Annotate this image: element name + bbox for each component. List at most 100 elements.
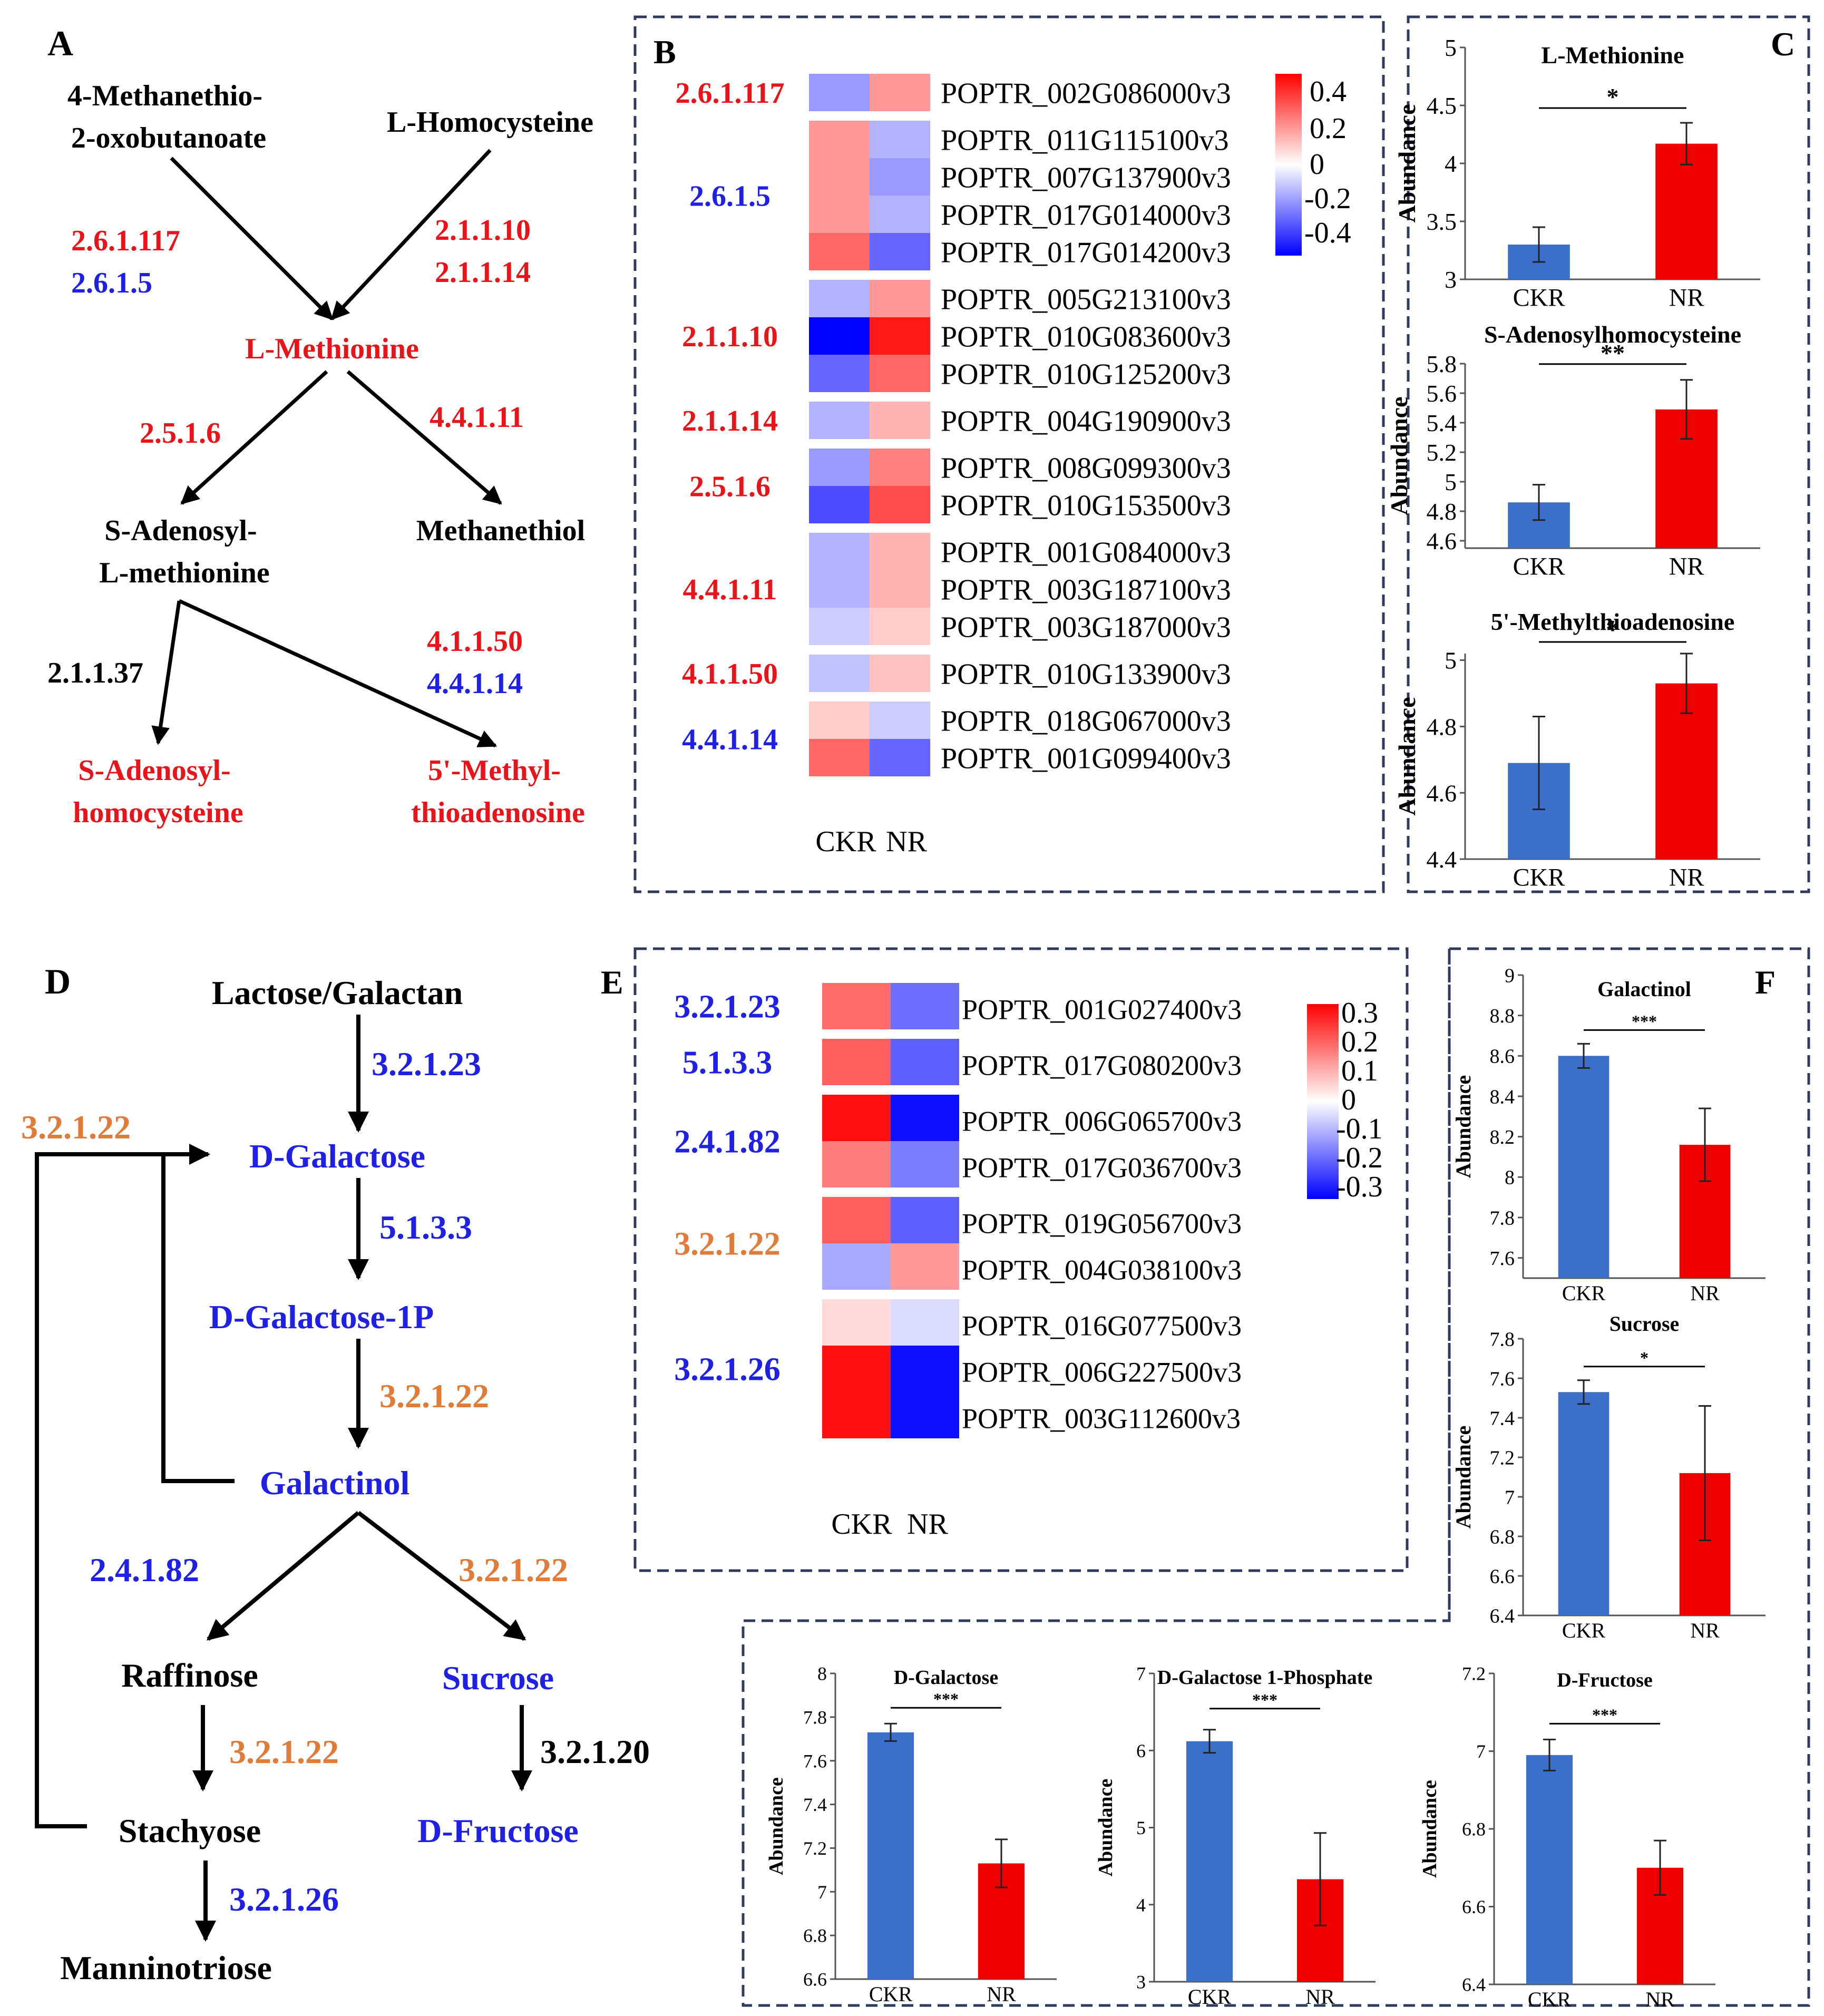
panel-b-label: B	[653, 33, 676, 71]
chartsC-1-sig-label: **	[1601, 339, 1625, 366]
chartsF-0-tick-label: 8.2	[1490, 1126, 1515, 1148]
heatE-cell-3-1-0	[822, 1243, 891, 1290]
arrow-d-5	[357, 1511, 526, 1641]
heatE-cell-1-0-0	[822, 1039, 891, 1085]
panel-c-bar-charts: C 3 3.5 4 4.5 5 Abundance L-Methionine CKR NR * 4.…	[1386, 25, 1795, 891]
node-d-sucrose: Sucrose	[442, 1659, 554, 1697]
heatmap-e-col-nr: NR	[907, 1508, 948, 1541]
chartsF-1-tick-label: 7	[1505, 1486, 1515, 1508]
heatB-gene-label: POPTR_003G187000v3	[941, 611, 1231, 644]
chartsG-2-tick-label: 7	[1476, 1741, 1486, 1762]
ec-a-2-6-1-117: 2.6.1.117	[71, 225, 180, 257]
chartsG-2-title: D-Fructose	[1557, 1669, 1652, 1691]
arrow-a-1	[170, 157, 334, 320]
heatE-ec-label: 3.2.1.22	[674, 1226, 781, 1262]
heatB-ec-label: 2.5.1.6	[689, 471, 770, 503]
arrow-a-4	[346, 370, 502, 505]
chartsG-1-tick-label: 7	[1136, 1663, 1146, 1684]
colorbar-e-tick-4: -0.1	[1336, 1113, 1383, 1145]
heatB-cell-5-0-0	[809, 533, 870, 570]
heatB-gene-label: POPTR_005G213100v3	[941, 283, 1231, 316]
chartsG-2-sig-label: ***	[1592, 1705, 1617, 1724]
heatB-gene-label: POPTR_008G099300v3	[941, 452, 1231, 484]
heatB-ec-label: 2.6.1.117	[676, 77, 785, 110]
heatE-cell-3-0-1	[891, 1197, 959, 1243]
heatB-cell-7-0-0	[809, 702, 870, 739]
node-d-raffinose: Raffinose	[121, 1657, 258, 1694]
heatB-gene-label: POPTR_017G014000v3	[941, 199, 1231, 231]
chartsF-1-tick-label: 7.6	[1490, 1368, 1515, 1390]
heatE-gene-label: POPTR_016G077500v3	[962, 1310, 1242, 1342]
ec-a-2-6-1-5: 2.6.1.5	[71, 267, 152, 299]
heatE-cell-4-0-1	[891, 1299, 959, 1346]
heatB-ec-label: 4.1.1.50	[682, 658, 778, 690]
heatmap-b-col-ckr: CKR	[815, 825, 876, 858]
heatB-cell-2-2-1	[870, 355, 930, 392]
ec-d-3-2-1-22-loop: 3.2.1.22	[21, 1108, 131, 1146]
heatB-cell-5-2-1	[870, 608, 930, 645]
heatB-ec-label: 2.1.1.14	[682, 405, 778, 437]
chartsG-0-tick-label: 6.8	[803, 1925, 827, 1946]
chartsG-2-tick-label: 6.8	[1462, 1819, 1486, 1840]
heatB-cell-5-2-0	[809, 608, 870, 645]
heatmap-b-col-nr: NR	[886, 825, 927, 858]
chartsG-1-ylabel: Abundance	[1095, 1779, 1117, 1877]
colorbar-e-tick-1: 0.2	[1341, 1026, 1378, 1058]
heatB-gene-label: POPTR_004G190900v3	[941, 405, 1231, 437]
node-d-lactose-galactan: Lactose/Galactan	[212, 974, 463, 1011]
heatB-cell-7-1-0	[809, 739, 870, 776]
heatB-gene-label: POPTR_001G099400v3	[941, 742, 1231, 775]
chartsF-1-tick-label: 6.4	[1490, 1605, 1515, 1627]
heatB-cell-6-0-1	[870, 655, 930, 692]
heatB-ec-label: 2.1.1.10	[682, 320, 778, 353]
ec-d-5-1-3-3: 5.1.3.3	[379, 1209, 472, 1246]
chartsF-0-tick-label: 8.8	[1490, 1005, 1515, 1027]
heatE-cell-4-1-1	[891, 1346, 959, 1392]
arrow-a-5	[151, 600, 181, 745]
chartsC-0-title: L-Methionine	[1542, 42, 1684, 69]
heatB-cell-7-1-1	[870, 739, 930, 776]
heatE-cell-0-0-0	[822, 983, 891, 1029]
heatB-gene-label: POPTR_007G137900v3	[941, 161, 1231, 194]
panel-f-label: F	[1755, 963, 1776, 1001]
chartsC-2-tick-label: 4.6	[1427, 780, 1457, 806]
heatB-ec-label: 2.6.1.5	[689, 180, 770, 213]
chartsC-2-tick-label: 5	[1445, 647, 1457, 674]
heatB-cell-1-0-0	[809, 121, 870, 158]
chartsF-0-tick-label: 8.4	[1490, 1086, 1515, 1108]
chartsC-0-ylabel: Abundance	[1393, 104, 1420, 223]
chartsG-1-category-label: NR	[1305, 1985, 1335, 2009]
heatmap-e: POPTR_001G027400v3 3.2.1.23 POPTR_017G0802…	[674, 983, 1242, 1438]
chartsG-2-ylabel: Abundance	[1419, 1780, 1441, 1878]
chartsG-1-tick-label: 5	[1136, 1817, 1146, 1838]
heatB-cell-1-1-1	[870, 158, 930, 196]
chartsF-1-bar-ckr	[1558, 1392, 1610, 1615]
chartsC-1-tick-label: 5	[1445, 469, 1457, 495]
charts-c: 3 3.5 4 4.5 5 Abundance L-Methionine CKR NR * 4.6 4…	[1386, 34, 1760, 891]
colorbar-e-tick-2: 0.1	[1341, 1055, 1378, 1087]
colorbar-b-tick-2: 0	[1310, 148, 1324, 181]
heatB-cell-2-0-1	[870, 280, 930, 317]
heatE-cell-4-1-0	[822, 1346, 891, 1392]
chartsG-0-tick-label: 6.6	[803, 1969, 827, 1990]
colorbar-e-tick-5: -0.2	[1336, 1142, 1383, 1174]
heatB-gene-label: POPTR_010G133900v3	[941, 658, 1231, 690]
panel-a-methionine-pathway: A 4-Methanethio- 2-oxobutanoate L-Homocy…	[47, 23, 593, 829]
heatB-cell-4-0-0	[809, 449, 870, 486]
node-a-l-homocysteine: L-Homocysteine	[387, 106, 593, 139]
chartsF-0-bar-ckr	[1558, 1056, 1610, 1278]
heatB-cell-1-2-1	[870, 196, 930, 233]
chartsF-0-tick-label: 9	[1505, 965, 1515, 987]
colorbar-e-tick-0: 0.3	[1341, 997, 1378, 1029]
panel-f-bar-charts: F 7.6 7.8 8 8.2 8.4 8.6 8.8 9 Abundance Galactino…	[1451, 963, 1776, 1642]
chartsG-0-tick-label: 7.8	[803, 1707, 827, 1728]
arrow-d-4	[206, 1511, 360, 1641]
heatB-gene-label: POPTR_003G187100v3	[941, 573, 1231, 606]
chartsC-1-title: S-Adenosylhomocysteine	[1484, 321, 1741, 348]
heatB-cell-3-0-0	[809, 402, 870, 439]
heatE-cell-2-1-0	[822, 1141, 891, 1187]
chartsC-0-tick-label: 3	[1445, 266, 1457, 293]
chartsC-0-category-label: NR	[1669, 284, 1704, 311]
loop-stachyose	[35, 1144, 210, 1828]
heatE-ec-label: 2.4.1.82	[674, 1124, 781, 1160]
